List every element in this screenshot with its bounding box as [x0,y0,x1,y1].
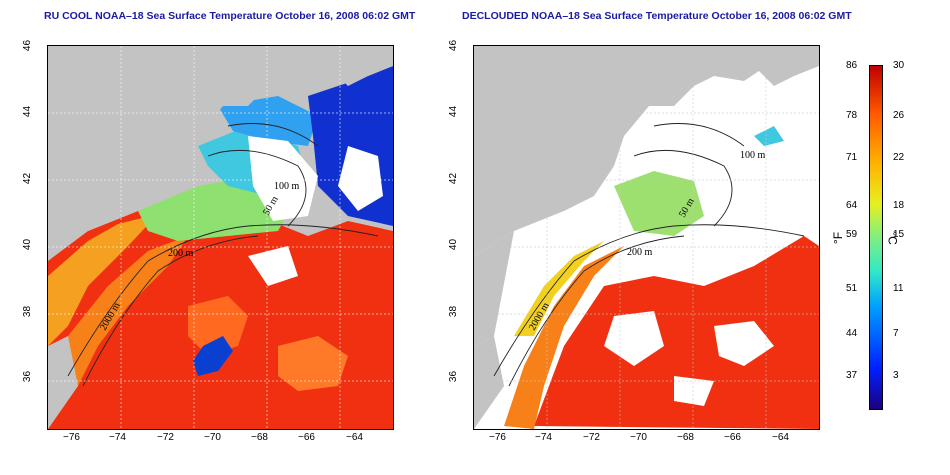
colorbar-fahrenheit-tick: 86 [846,60,858,71]
left-y-tick-label: 38 [22,305,34,318]
right-map-title: DECLOUDED NOAA–18 Sea Surface Temperatur… [462,10,852,22]
right-y-tick-label: 40 [448,238,460,251]
colorbar-celsius-tick: 7 [893,328,899,339]
left-map-title: RU COOL NOAA–18 Sea Surface Temperature … [44,10,416,22]
right-y-tick-label: 46 [448,39,460,52]
right-x-tick-label: −68 [677,432,694,443]
right-x-tick-label: −70 [630,432,647,443]
left-y-tick-label: 44 [22,105,34,118]
left-x-tick-label: −70 [204,432,221,443]
colorbar-celsius-tick: 3 [893,370,899,381]
left-y-tick-label: 36 [22,370,34,383]
left-x-tick-label: −66 [298,432,315,443]
left-x-tick-label: −76 [63,432,80,443]
right-sst-map: 100 m 50 m 200 m 2000 m [473,45,820,430]
colorbar-fahrenheit-tick: 37 [846,370,858,381]
right-x-tick-label: −66 [724,432,741,443]
right-y-tick-label: 36 [448,370,460,383]
left-contour-label-200m: 200 m [168,248,194,259]
left-map-image: 100 m 50 m 200 m 2000 m [48,46,393,429]
right-y-tick-label: 44 [448,105,460,118]
right-x-tick-label: −72 [583,432,600,443]
right-y-tick-label: 42 [448,172,460,185]
colorbar-fahrenheit-tick: 51 [846,283,858,294]
left-x-tick-label: −72 [157,432,174,443]
colorbar-celsius-tick: 15 [893,229,905,240]
right-x-tick-label: −64 [772,432,789,443]
colorbar-celsius-tick: 22 [893,152,905,163]
colorbar-fahrenheit-tick: 64 [846,200,858,211]
left-contour-label-100m: 100 m [274,181,300,192]
colorbar-fahrenheit-tick: 71 [846,152,858,163]
colorbar-celsius-tick: 11 [893,283,904,294]
temperature-colorbar [869,65,883,410]
right-map-image: 100 m 50 m 200 m 2000 m [474,46,819,429]
right-contour-label-100m: 100 m [740,150,766,161]
colorbar-fahrenheit-tick: 78 [846,110,858,121]
left-x-tick-label: −64 [346,432,363,443]
colorbar-celsius-tick: 26 [893,110,905,121]
colorbar-celsius-tick: 30 [893,60,905,71]
left-y-tick-label: 46 [22,39,34,52]
colorbar-celsius-tick: 18 [893,200,905,211]
left-sst-map: 100 m 50 m 200 m 2000 m [47,45,394,430]
right-x-tick-label: −74 [535,432,552,443]
right-contour-label-200m: 200 m [627,247,653,258]
left-y-tick-label: 42 [22,172,34,185]
left-x-tick-label: −68 [251,432,268,443]
left-y-tick-label: 40 [22,238,34,251]
right-x-tick-label: −76 [489,432,506,443]
left-x-tick-label: −74 [109,432,126,443]
fahrenheit-unit-label: °F [831,231,846,245]
colorbar-fahrenheit-tick: 44 [846,328,858,339]
right-y-tick-label: 38 [448,305,460,318]
colorbar-fahrenheit-tick: 59 [846,229,858,240]
